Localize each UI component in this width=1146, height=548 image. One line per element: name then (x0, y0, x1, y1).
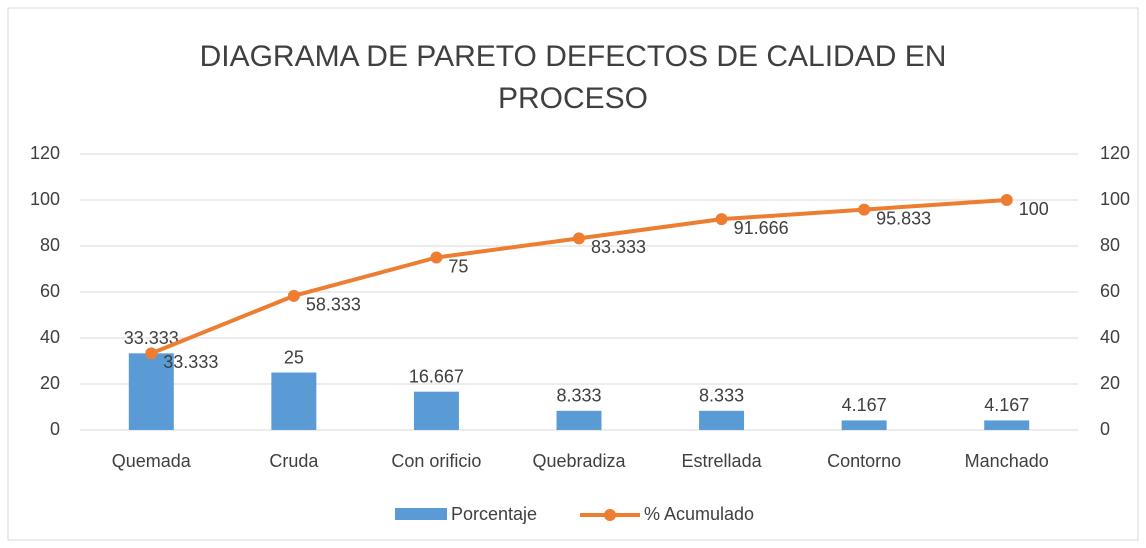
x-tick-label: Manchado (965, 451, 1049, 471)
legend-marker (604, 509, 616, 521)
line-marker (145, 347, 158, 360)
y2-tick-label: 120 (1100, 143, 1130, 163)
legend-label: Porcentaje (451, 504, 537, 524)
line-marker (573, 232, 585, 245)
y2-tick-label: 20 (1100, 373, 1120, 393)
x-tick-label: Contorno (827, 451, 901, 471)
line-label: 75 (448, 256, 468, 276)
y-tick-label: 0 (50, 419, 60, 439)
y2-tick-label: 40 (1100, 327, 1120, 347)
y-tick-label: 80 (40, 235, 60, 255)
bar (413, 391, 459, 430)
bar-label: 8.333 (556, 386, 601, 406)
x-tick-label: Quebradiza (532, 451, 626, 471)
bar-label: 4.167 (984, 395, 1029, 415)
bar-label: 25 (284, 347, 304, 367)
line-marker (430, 251, 443, 264)
bar-label: 8.333 (699, 386, 744, 406)
x-tick-label: Cruda (269, 451, 319, 471)
y-tick-label: 20 (40, 373, 60, 393)
bar (271, 372, 317, 430)
bar (699, 410, 745, 430)
bar-label: 33.333 (124, 328, 179, 348)
bar (984, 420, 1030, 430)
bar (841, 420, 887, 430)
x-tick-label: Estrellada (682, 451, 763, 471)
y2-tick-label: 60 (1100, 281, 1120, 301)
y-tick-label: 100 (30, 189, 60, 209)
chart-title: DIAGRAMA DE PARETO DEFECTOS DE CALIDAD E… (199, 40, 947, 115)
line-label: 91.666 (734, 218, 789, 238)
line-marker (287, 289, 300, 302)
x-tick-label: Con orificio (391, 451, 481, 471)
line-marker (715, 213, 728, 226)
y-tick-label: 40 (40, 327, 60, 347)
x-tick-label: Quemada (112, 451, 192, 471)
line-label: 33.333 (163, 352, 218, 372)
line-marker (858, 203, 871, 216)
line-label: 100 (1019, 199, 1049, 219)
y2-tick-label: 100 (1100, 189, 1130, 209)
y-tick-label: 60 (40, 281, 60, 301)
bar (128, 353, 174, 430)
line-label: 58.333 (306, 295, 361, 315)
legend-label: % Acumulado (644, 504, 754, 524)
bar-label: 4.167 (842, 395, 887, 415)
bar (556, 410, 602, 430)
y2-tick-label: 80 (1100, 235, 1120, 255)
line-label: 83.333 (591, 237, 646, 257)
bar-label: 16.667 (409, 366, 464, 386)
legend-swatch (395, 508, 447, 520)
line-marker (1000, 194, 1013, 206)
y-tick-label: 120 (30, 143, 60, 163)
y2-tick-label: 0 (1100, 419, 1110, 439)
line-label: 95.833 (876, 208, 931, 228)
chart-border (7, 7, 1139, 541)
